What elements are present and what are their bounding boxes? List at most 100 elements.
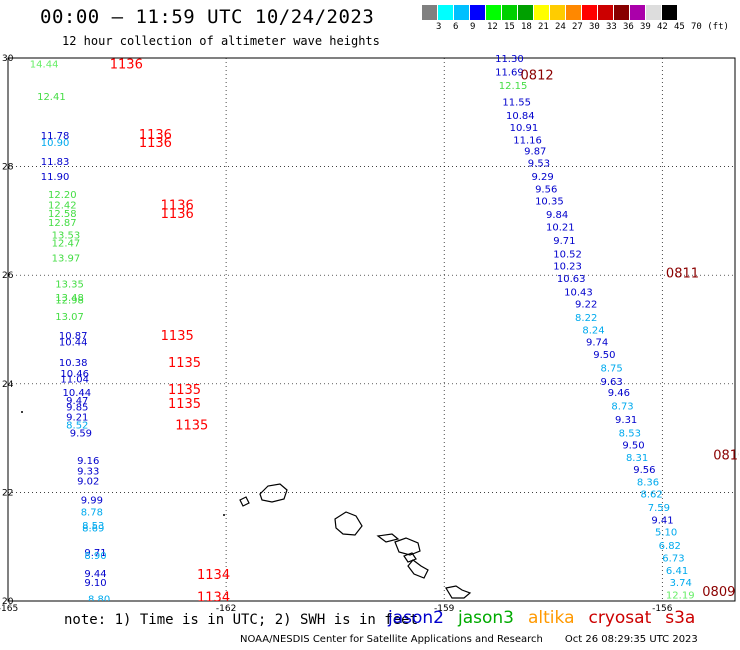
legend-swatch [566, 5, 582, 20]
wave-height-label: 9.71 [84, 548, 106, 559]
wave-height-label: 8.75 [601, 364, 623, 375]
wave-height-label: 9.56 [535, 184, 557, 195]
legend-label: 21 [538, 22, 549, 32]
island-outline [394, 537, 421, 556]
island-outline [407, 559, 429, 579]
wave-height-label: 8.78 [81, 507, 103, 518]
wave-height-label: 9.50 [622, 441, 644, 452]
wave-height-label: 10.84 [506, 111, 535, 122]
legend-swatch [534, 5, 550, 20]
satellite-legend: jason2 jason3 altika cryosat s3a [388, 608, 709, 628]
wave-height-label: 11.55 [502, 97, 531, 108]
generated-timestamp: Oct 26 08:29:35 UTC 2023 [564, 634, 698, 645]
x-tick-label: -162 [216, 604, 236, 614]
legend-swatch [502, 5, 518, 20]
wave-height-label: 10.44 [63, 388, 92, 399]
island-outline [334, 511, 363, 536]
wave-height-label: 12.58 [48, 209, 77, 220]
legend-swatch [598, 5, 614, 20]
wave-height-label: 10.35 [535, 196, 564, 207]
legend-label: 9 [470, 22, 476, 32]
wave-height-label: 9.59 [70, 429, 92, 440]
wave-height-label: 6.41 [666, 566, 688, 577]
wave-height-label: 11.83 [41, 157, 70, 168]
wave-height-label: 8.62 [640, 489, 662, 500]
wave-height-label: 13.97 [52, 253, 81, 264]
wave-height-label: 9.10 [84, 578, 106, 589]
pass-time-label: 0812 [521, 68, 554, 83]
wave-height-label: 9.84 [546, 210, 568, 221]
y-tick-label: 26 [2, 271, 14, 281]
wave-height-label: 10.91 [510, 123, 539, 134]
island-outline [403, 552, 417, 563]
credit-source: NOAA/NESDIS Center for Satellite Applica… [240, 634, 543, 645]
wave-height-label: 8.36 [637, 478, 659, 489]
legend-label: 18 [521, 22, 532, 32]
island-dot [21, 411, 23, 413]
pass-time-label: 1136 [161, 199, 194, 214]
satellite-label: altika [528, 608, 575, 628]
island-dot [223, 514, 225, 516]
wave-height-label: 12.20 [48, 190, 77, 201]
wave-height-label: 10.23 [553, 261, 582, 272]
satellite-label: jason2 [388, 608, 444, 628]
legend-label: 39 [640, 22, 651, 32]
wave-height-label: 7.59 [648, 503, 670, 514]
map-frame [7, 57, 736, 602]
legend-label: 42 [657, 22, 668, 32]
wave-height-label: 8.53 [82, 521, 104, 532]
wave-height-label: 12.19 [666, 590, 695, 601]
legend-label: 33 [606, 22, 617, 32]
legend-label: 27 [572, 22, 583, 32]
y-tick-label: 20 [2, 597, 14, 607]
wave-height-label: 9.16 [77, 456, 99, 467]
wave-height-label: 10.87 [59, 331, 88, 342]
wave-height-label: 9.02 [77, 476, 99, 487]
legend-label: 70 (ft) [691, 22, 729, 32]
wave-height-label: 9.41 [651, 516, 673, 527]
legend-label: 36 [623, 22, 634, 32]
wave-height-label: 10.63 [557, 274, 586, 285]
legend-label: 45 [674, 22, 685, 32]
wave-height-label: 10.38 [59, 358, 88, 369]
wave-height-label: 9.71 [553, 236, 575, 247]
wave-height-label: 11.90 [41, 172, 70, 183]
pass-time-label: 1135 [168, 383, 201, 398]
wave-height-label: 8.90 [84, 551, 106, 562]
wave-height-label: 10.46 [60, 369, 89, 380]
wave-height-label: 8.22 [575, 313, 597, 324]
legend-swatch [486, 5, 502, 20]
pass-time-label: 1136 [139, 136, 172, 151]
wave-height-label: 9.44 [84, 569, 106, 580]
wave-height-label: 11.78 [41, 131, 70, 142]
legend-swatch [454, 5, 470, 20]
pass-time-label: 1136 [110, 57, 143, 72]
wave-height-label: 10.43 [564, 287, 593, 298]
wave-height-label: 9.74 [586, 337, 608, 348]
wave-height-label: 10.90 [41, 138, 70, 149]
legend-label: 6 [453, 22, 459, 32]
wave-height-label: 11.30 [495, 54, 524, 65]
wave-height-label: 8.69 [82, 524, 104, 535]
wave-height-label: 10.44 [59, 337, 88, 348]
wave-height-label: 12.87 [48, 218, 77, 229]
wave-height-label: 3.74 [670, 578, 692, 589]
wave-height-label: 12.42 [48, 201, 77, 212]
wave-height-label: 8.73 [611, 402, 633, 413]
wave-height-label: 9.56 [633, 465, 655, 476]
pass-time-label: 1136 [139, 128, 172, 143]
pass-time-label: 0811 [666, 266, 699, 281]
wave-height-label: 10.21 [546, 222, 575, 233]
pass-time-label: 0809 [702, 585, 735, 600]
wave-height-label: 9.22 [575, 299, 597, 310]
pass-time-label: 1135 [168, 356, 201, 371]
wave-height-label: 9.99 [81, 495, 103, 506]
legend-swatch [614, 5, 630, 20]
wave-height-label: 11.04 [60, 374, 89, 385]
x-tick-label: -159 [434, 604, 455, 614]
pass-time-label: 1135 [161, 329, 194, 344]
satellite-label: s3a [665, 608, 696, 628]
wave-height-label: 10.52 [553, 249, 582, 260]
satellite-label: jason3 [458, 608, 514, 628]
